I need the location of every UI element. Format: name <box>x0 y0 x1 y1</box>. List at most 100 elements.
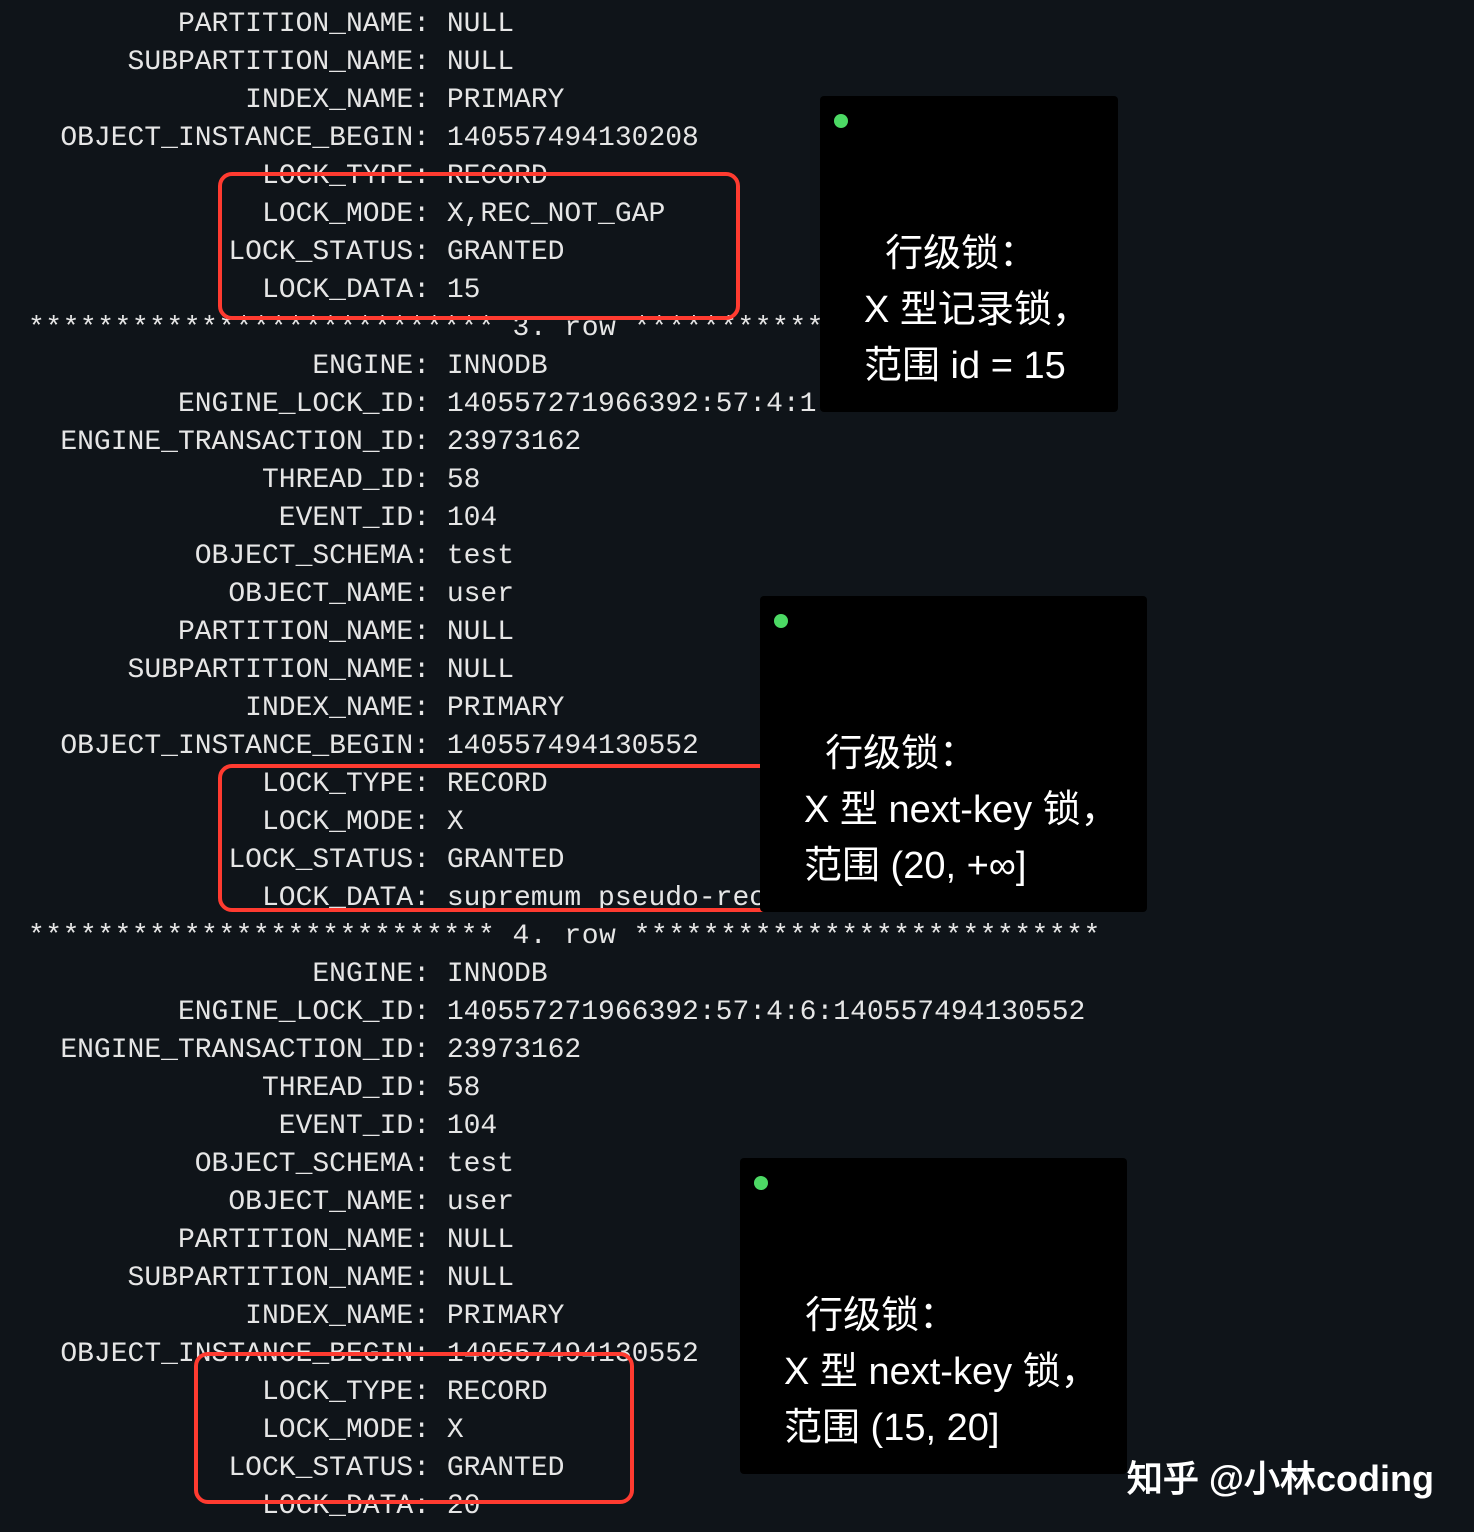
terminal-line: THREAD_ID: 58 <box>0 462 1474 500</box>
field-label: ENGINE_TRANSACTION_ID: <box>0 1032 430 1070</box>
field-label: LOCK_TYPE: <box>0 158 430 196</box>
field-label: INDEX_NAME: <box>0 82 430 120</box>
field-label: LOCK_STATUS: <box>0 842 430 880</box>
terminal-line: OBJECT_INSTANCE_BEGIN: 140557494130552 <box>0 1336 1474 1374</box>
field-value: NULL <box>447 1260 514 1298</box>
annotation-1-line3: 范围 id = 15 <box>864 345 1066 387</box>
terminal-line: LOCK_STATUS: GRANTED <box>0 842 1474 880</box>
field-value: test <box>447 1146 514 1184</box>
terminal-line: LOCK_MODE: X <box>0 1412 1474 1450</box>
field-label: THREAD_ID: <box>0 462 430 500</box>
status-dot-icon <box>834 114 848 128</box>
field-label: OBJECT_INSTANCE_BEGIN: <box>0 120 430 158</box>
terminal-line: INDEX_NAME: PRIMARY <box>0 82 1474 120</box>
terminal-line: EVENT_ID: 104 <box>0 1108 1474 1146</box>
terminal-line: SUBPARTITION_NAME: NULL <box>0 652 1474 690</box>
field-label: LOCK_MODE: <box>0 804 430 842</box>
field-label: ENGINE_LOCK_ID: <box>0 994 430 1032</box>
field-label: PARTITION_NAME: <box>0 6 430 44</box>
field-value: X <box>447 804 464 842</box>
field-value: 140557494130552 <box>447 728 699 766</box>
field-label: OBJECT_INSTANCE_BEGIN: <box>0 1336 430 1374</box>
field-label: OBJECT_SCHEMA: <box>0 538 430 576</box>
field-value: PRIMARY <box>447 82 565 120</box>
field-value: user <box>447 576 514 614</box>
field-value: RECORD <box>447 766 548 804</box>
terminal-line: OBJECT_NAME: user <box>0 1184 1474 1222</box>
annotation-3: 行级锁： X 型 next-key 锁， 范围 (15, 20] <box>740 1158 1127 1474</box>
terminal-line: INDEX_NAME: PRIMARY <box>0 1298 1474 1336</box>
field-label: ENGINE: <box>0 348 430 386</box>
field-label: ENGINE: <box>0 956 430 994</box>
field-label: ENGINE_LOCK_ID: <box>0 386 430 424</box>
field-value: INNODB <box>447 348 548 386</box>
terminal-line: LOCK_MODE: X <box>0 804 1474 842</box>
field-value: NULL <box>447 44 514 82</box>
terminal-line: SUBPARTITION_NAME: NULL <box>0 44 1474 82</box>
field-label: SUBPARTITION_NAME: <box>0 44 430 82</box>
field-value: 23973162 <box>447 1032 581 1070</box>
terminal-output: OBJECT_NAME: userPARTITION_NAME: NULLSUB… <box>0 0 1474 1500</box>
annotation-1-line2: X 型记录锁， <box>864 289 1090 331</box>
field-label: LOCK_MODE: <box>0 196 430 234</box>
field-value: 15 <box>447 272 481 310</box>
terminal-line: LOCK_TYPE: RECORD <box>0 766 1474 804</box>
field-label: LOCK_DATA: <box>0 1488 430 1526</box>
field-value: NULL <box>447 614 514 652</box>
terminal-line: ENGINE_LOCK_ID: 140557271966392:57:4:6:1… <box>0 994 1474 1032</box>
annotation-2-line1: 行级锁： <box>825 733 977 775</box>
terminal-line: OBJECT_NAME: user <box>0 576 1474 614</box>
terminal-line: LOCK_TYPE: RECORD <box>0 1374 1474 1412</box>
terminal-line: LOCK_TYPE: RECORD <box>0 158 1474 196</box>
field-label: ENGINE_TRANSACTION_ID: <box>0 424 430 462</box>
status-dot-icon <box>754 1176 768 1190</box>
terminal-line: LOCK_DATA: supremum pseudo-record <box>0 880 1474 918</box>
field-label: SUBPARTITION_NAME: <box>0 652 430 690</box>
terminal-line: PARTITION_NAME: NULL <box>0 1222 1474 1260</box>
annotation-3-line3: 范围 (15, 20] <box>784 1407 999 1449</box>
field-label: INDEX_NAME: <box>0 690 430 728</box>
field-value: 23973162 <box>447 424 581 462</box>
watermark-text: 知乎 @小林coding <box>1127 1450 1434 1502</box>
terminal-line: ENGINE_TRANSACTION_ID: 23973162 <box>0 1032 1474 1070</box>
field-label: LOCK_STATUS: <box>0 1450 430 1488</box>
row-separator: *************************** 3. row *****… <box>0 310 1474 348</box>
field-value: NULL <box>447 1222 514 1260</box>
terminal-line: ENGINE: INNODB <box>0 956 1474 994</box>
field-value: 58 <box>447 1070 481 1108</box>
field-value: 140557271966392:57:4:6:140557494130552 <box>447 994 1086 1032</box>
field-label: OBJECT_SCHEMA: <box>0 1146 430 1184</box>
field-label: OBJECT_NAME: <box>0 1184 430 1222</box>
field-value: X <box>447 1412 464 1450</box>
field-label: LOCK_DATA: <box>0 272 430 310</box>
field-value: GRANTED <box>447 234 565 272</box>
terminal-line: OBJECT_INSTANCE_BEGIN: 140557494130208 <box>0 120 1474 158</box>
field-label: LOCK_DATA: <box>0 880 430 918</box>
status-dot-icon <box>774 614 788 628</box>
terminal-line: ENGINE_LOCK_ID: 140557271966392:57:4:1:1… <box>0 386 1474 424</box>
terminal-line: LOCK_DATA: 15 <box>0 272 1474 310</box>
terminal-line: OBJECT_SCHEMA: test <box>0 1146 1474 1184</box>
terminal-line: PARTITION_NAME: NULL <box>0 6 1474 44</box>
field-value: INNODB <box>447 956 548 994</box>
annotation-1: 行级锁： X 型记录锁， 范围 id = 15 <box>820 96 1118 412</box>
field-value: user <box>447 1184 514 1222</box>
terminal-line: INDEX_NAME: PRIMARY <box>0 690 1474 728</box>
field-value: test <box>447 538 514 576</box>
annotation-2-line2: X 型 next-key 锁， <box>804 789 1119 831</box>
field-value: 104 <box>447 1108 497 1146</box>
field-label: PARTITION_NAME: <box>0 1222 430 1260</box>
annotation-2-line3: 范围 (20, +∞] <box>804 845 1026 887</box>
field-label: SUBPARTITION_NAME: <box>0 1260 430 1298</box>
field-value: 104 <box>447 500 497 538</box>
field-label: OBJECT_INSTANCE_BEGIN: <box>0 728 430 766</box>
terminal-line: ENGINE_TRANSACTION_ID: 23973162 <box>0 424 1474 462</box>
field-value: PRIMARY <box>447 690 565 728</box>
row-separator: *************************** 4. row *****… <box>0 918 1474 956</box>
field-value: 140557494130552 <box>447 1336 699 1374</box>
annotation-1-line1: 行级锁： <box>885 233 1037 275</box>
field-label: LOCK_TYPE: <box>0 1374 430 1412</box>
terminal-line: OBJECT_INSTANCE_BEGIN: 140557494130552 <box>0 728 1474 766</box>
annotation-3-line1: 行级锁： <box>805 1295 957 1337</box>
terminal-line: ENGINE: INNODB <box>0 348 1474 386</box>
